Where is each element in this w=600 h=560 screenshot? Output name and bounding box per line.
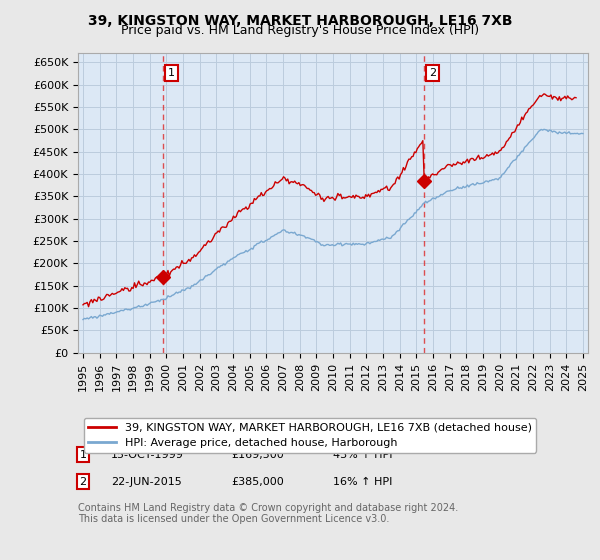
Text: 1: 1 [80,450,86,460]
Text: Price paid vs. HM Land Registry's House Price Index (HPI): Price paid vs. HM Land Registry's House … [121,24,479,37]
Text: 22-JUN-2015: 22-JUN-2015 [111,477,182,487]
Text: £169,500: £169,500 [231,450,284,460]
Text: £385,000: £385,000 [231,477,284,487]
Text: 2: 2 [80,477,86,487]
Text: 16% ↑ HPI: 16% ↑ HPI [333,477,392,487]
Text: 43% ↑ HPI: 43% ↑ HPI [333,450,392,460]
Legend: 39, KINGSTON WAY, MARKET HARBOROUGH, LE16 7XB (detached house), HPI: Average pri: 39, KINGSTON WAY, MARKET HARBOROUGH, LE1… [83,418,536,452]
Text: Contains HM Land Registry data © Crown copyright and database right 2024.
This d: Contains HM Land Registry data © Crown c… [78,503,458,524]
Text: 2: 2 [429,68,436,78]
Text: 1: 1 [168,68,175,78]
Text: 15-OCT-1999: 15-OCT-1999 [111,450,184,460]
Text: 39, KINGSTON WAY, MARKET HARBOROUGH, LE16 7XB: 39, KINGSTON WAY, MARKET HARBOROUGH, LE1… [88,14,512,28]
